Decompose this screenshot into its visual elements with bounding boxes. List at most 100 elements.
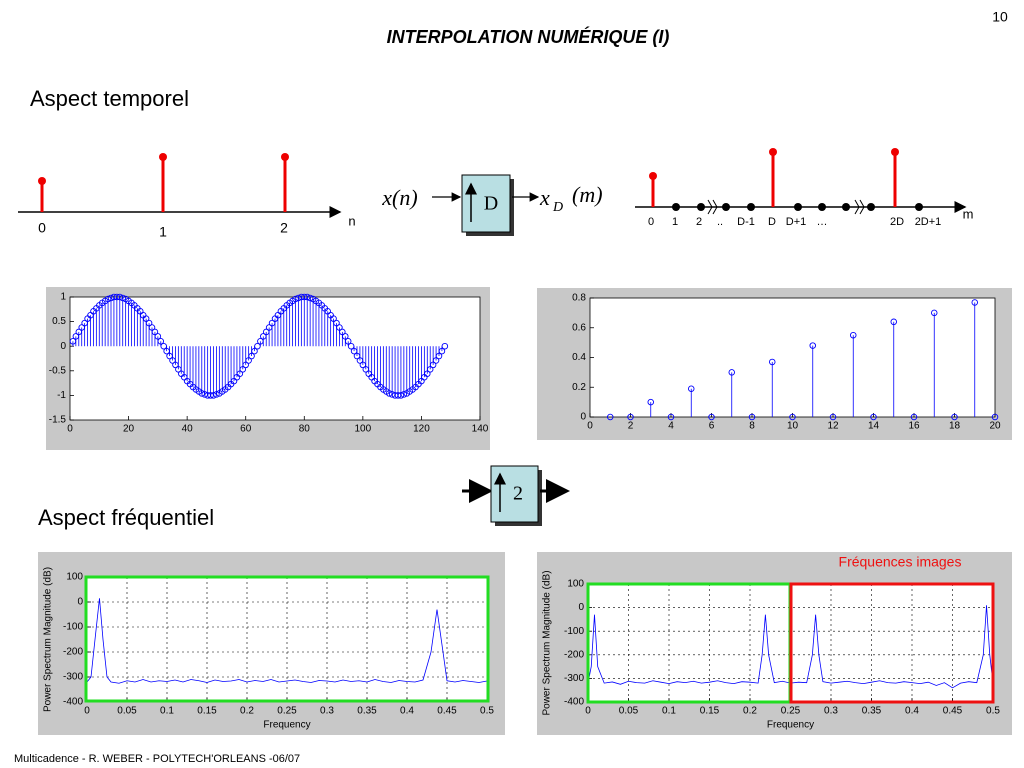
stem-head	[400, 391, 408, 398]
x-tick-label: 0	[585, 706, 591, 717]
x-tick-label: 0.1	[160, 706, 174, 717]
stem-head	[251, 347, 258, 355]
y-tick-label: 0.8	[572, 293, 586, 304]
stem-head	[154, 333, 162, 340]
axis-label: 1	[672, 216, 678, 228]
stem-head	[245, 357, 252, 364]
y-tick-label: -400	[564, 697, 584, 708]
x-tick-label: 100	[355, 424, 372, 435]
stem-head	[151, 328, 159, 336]
x-tick-label: 0.15	[197, 706, 217, 717]
y-tick-label: 0.2	[572, 382, 586, 393]
stem-head	[303, 293, 311, 301]
axis-label: D-1	[737, 216, 755, 228]
axis-label: 2	[280, 220, 288, 236]
stem-head	[119, 294, 126, 302]
x-axis-label: Frequency	[767, 720, 814, 731]
x-tick-label: 12	[827, 421, 839, 432]
x-tick-label: 0.35	[862, 706, 882, 717]
stem-head	[342, 333, 349, 340]
stem-head	[647, 398, 655, 406]
highlight-box	[789, 582, 995, 704]
y-tick-label: -300	[63, 672, 83, 683]
y-tick-label: 100	[66, 572, 83, 583]
stem-head	[708, 413, 715, 421]
x-tick-label: 0	[67, 424, 73, 435]
stem-head	[688, 385, 695, 392]
stem-head	[157, 338, 165, 345]
stem-head	[142, 315, 150, 322]
x-tick-label: 0	[84, 706, 90, 717]
annotation: Fréquences images	[839, 554, 962, 570]
stem-head	[239, 366, 247, 373]
x-axis-label: Frequency	[263, 720, 310, 731]
page-number: 10	[992, 9, 1008, 25]
axis-label: 1	[159, 224, 167, 240]
stem-head	[424, 370, 431, 378]
stem-head	[829, 413, 837, 421]
stem-head	[667, 413, 675, 421]
x-tick-label: 0.3	[824, 706, 838, 717]
stem-head	[248, 352, 255, 360]
stem-head	[330, 315, 337, 322]
stem-head	[951, 413, 958, 421]
x-tick-label: 0.45	[943, 706, 963, 717]
x-tick-label: 0.3	[320, 706, 334, 717]
y-tick-label: -0.5	[49, 365, 67, 376]
axis-label: 0	[648, 216, 654, 228]
spectrum-line	[86, 598, 488, 684]
x-tick-label: 0.35	[357, 706, 377, 717]
y-tick-label: 0	[578, 602, 584, 613]
stem-head	[210, 392, 217, 399]
y-tick-label: -1	[57, 390, 66, 401]
axis-label: D+1	[786, 216, 807, 228]
x-tick-label: 14	[868, 421, 880, 432]
stem-head	[438, 347, 446, 355]
x-tick-label: 4	[668, 421, 674, 432]
output-argument: (m)	[572, 182, 603, 207]
stem-head	[890, 318, 898, 326]
stem-head	[242, 361, 249, 369]
y-tick-label: 0.4	[572, 352, 586, 363]
y-tick-label: -300	[564, 673, 584, 684]
input-signal: x(n)	[381, 185, 417, 210]
x-tick-label: 0.2	[240, 706, 254, 717]
input-sequence: 0 1 2 n	[18, 153, 356, 240]
upsampler-block: x(n) D x D (m)	[381, 174, 603, 236]
factor: 2	[513, 483, 523, 505]
x-tick-label: 0	[587, 421, 593, 432]
stem-head	[910, 413, 918, 421]
y-tick-label: -200	[63, 647, 83, 658]
x-tick-label: 80	[299, 424, 311, 435]
axis-label: D	[768, 216, 776, 228]
section-title: Aspect fréquentiel	[38, 505, 214, 530]
y-axis-label: Power Spectrum Magnitude (dB)	[542, 570, 553, 715]
axis-label: …	[817, 216, 828, 228]
stem-head	[336, 324, 343, 331]
x-tick-label: 20	[123, 424, 135, 435]
x-tick-label: 60	[240, 424, 252, 435]
output-subscript: D	[552, 200, 563, 215]
plot-area	[69, 296, 481, 421]
stem-head	[789, 413, 796, 421]
x-tick-label: 0.05	[619, 706, 639, 717]
stem-head	[441, 342, 449, 350]
x-tick-label: 0.25	[781, 706, 801, 717]
slide-title: INTERPOLATION NUMÉRIQUE (I)	[387, 26, 670, 47]
axis-label: ..	[717, 216, 723, 228]
output-signal: x	[539, 185, 550, 210]
x-tick-label: 0.15	[700, 706, 720, 717]
stem-head	[870, 413, 877, 421]
stem-head	[236, 370, 244, 378]
x-tick-label: 10	[787, 421, 799, 432]
stem-head	[339, 328, 346, 336]
x-tick-label: 6	[709, 421, 715, 432]
x-tick-label: 2	[628, 421, 634, 432]
stem-head	[213, 391, 220, 398]
factor: D	[484, 193, 498, 215]
y-tick-label: 1	[60, 292, 66, 303]
upsampler-2: 2	[462, 465, 570, 526]
stem-head	[748, 413, 756, 421]
y-tick-label: 0	[580, 412, 586, 423]
y-tick-label: 0.6	[572, 322, 586, 333]
